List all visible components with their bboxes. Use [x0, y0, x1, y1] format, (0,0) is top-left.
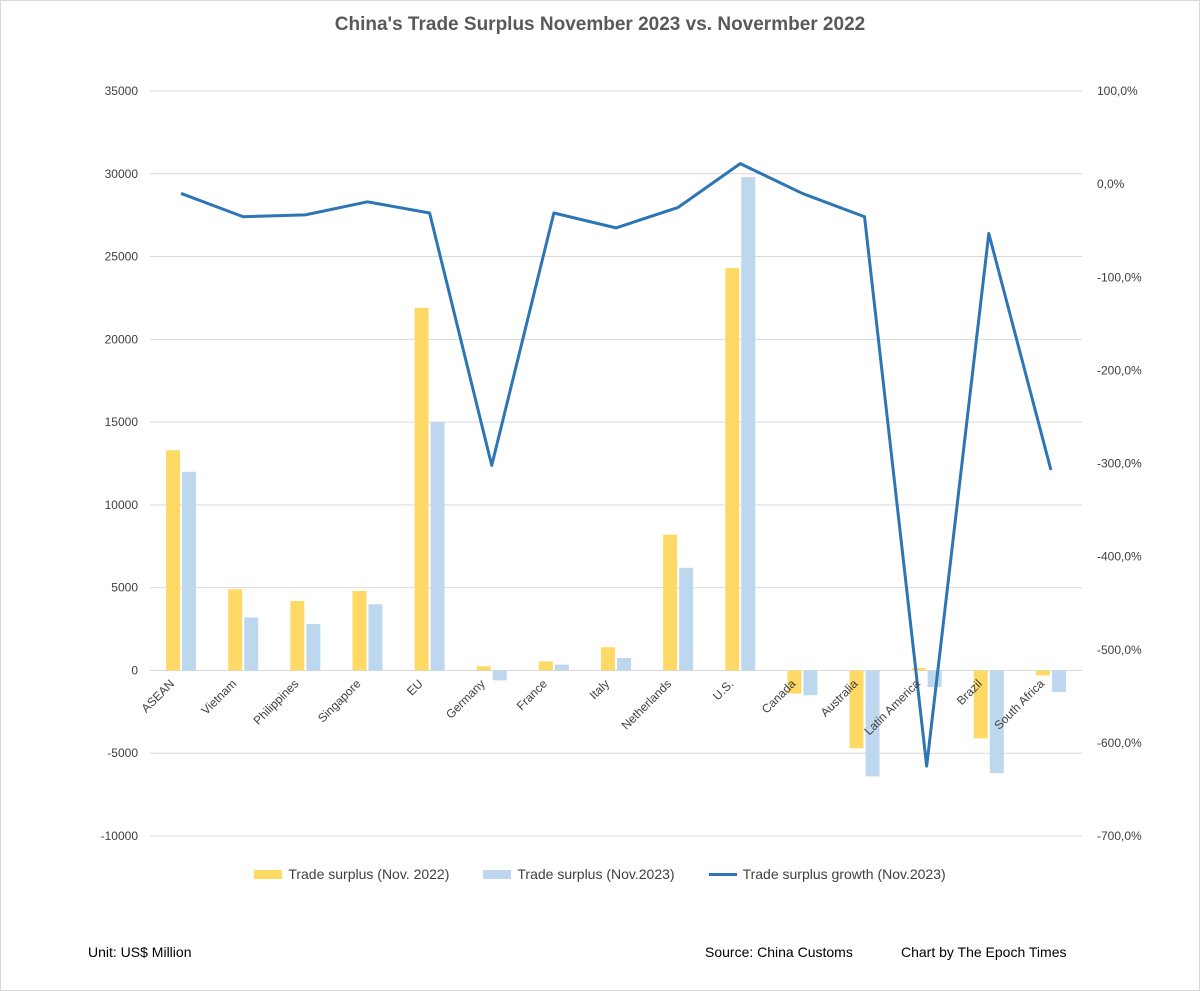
legend: Trade surplus (Nov. 2022) Trade surplus … — [0, 866, 1200, 882]
bar-2023 — [430, 422, 445, 671]
source-note: Source: China Customs — [705, 944, 853, 960]
y-right-tick-label: -200,0% — [1097, 363, 1142, 377]
legend-swatch-2022 — [254, 869, 283, 879]
bar-2022 — [663, 534, 678, 671]
y-left-tick-label: 30000 — [105, 167, 139, 181]
bar-2023 — [679, 567, 694, 671]
legend-item-growth: Trade surplus growth (Nov.2023) — [708, 866, 946, 882]
bar-2023 — [554, 664, 569, 671]
x-tick-label: Netherlands — [619, 677, 675, 733]
bar-2023 — [927, 670, 942, 687]
y-right-tick-label: 100,0% — [1097, 84, 1138, 98]
y-right-tick-label: -100,0% — [1097, 270, 1142, 284]
y-right-tick-label: -500,0% — [1097, 643, 1142, 657]
bar-2023 — [368, 604, 383, 671]
y-right-tick-label: -400,0% — [1097, 550, 1142, 564]
bar-2022 — [973, 670, 988, 739]
bar-2023 — [803, 670, 818, 696]
y-left-tick-label: 20000 — [105, 332, 139, 346]
legend-swatch-2023 — [483, 869, 512, 879]
bar-2023 — [492, 670, 507, 681]
bar-2022 — [787, 670, 802, 694]
credit-note: Chart by The Epoch Times — [901, 944, 1067, 960]
x-tick-label: Singapore — [315, 676, 364, 725]
bar-2023 — [306, 624, 321, 671]
bars — [166, 177, 1066, 777]
bar-2023 — [989, 670, 1004, 774]
y-left-tick-label: 0 — [131, 663, 138, 677]
y-left-tick-label: 35000 — [105, 84, 139, 98]
bar-2022 — [228, 589, 243, 671]
y-right-tick-label: 0,0% — [1097, 177, 1125, 191]
y-left-tick-label: 25000 — [105, 250, 139, 264]
y-right-tick-label: -300,0% — [1097, 457, 1142, 471]
legend-label-2022: Trade surplus (Nov. 2022) — [288, 866, 450, 882]
legend-label-growth: Trade surplus growth (Nov.2023) — [742, 866, 946, 882]
bar-2022 — [725, 268, 740, 671]
growth-line-path — [180, 162, 1053, 768]
x-tick-label: Philippines — [251, 677, 302, 728]
chart-title: China's Trade Surplus November 2023 vs. … — [334, 14, 866, 35]
legend-swatch-growth — [708, 872, 737, 876]
unit-note: Unit: US$ Million — [88, 944, 192, 960]
legend-item-2022: Trade surplus (Nov. 2022) — [254, 866, 449, 882]
legend-item-2023: Trade surplus (Nov.2023) — [483, 866, 675, 882]
bar-2022 — [352, 590, 367, 671]
bar-2022 — [166, 450, 181, 671]
x-tick-label: France — [514, 676, 551, 713]
x-tick-label: Italy — [587, 677, 612, 702]
y-left-tick-label: -10000 — [101, 829, 139, 843]
legend-label-2023: Trade surplus (Nov.2023) — [517, 866, 675, 882]
x-tick-label: Germany — [443, 677, 488, 722]
x-tick-label: Vietnam — [198, 677, 239, 718]
gridlines — [150, 90, 1082, 837]
x-tick-label: ASEAN — [139, 677, 178, 716]
growth-line — [180, 162, 1053, 768]
x-tick-label: Canada — [759, 676, 799, 716]
bar-2023 — [182, 471, 197, 671]
y-left-tick-label: 15000 — [105, 415, 139, 429]
x-tick-label: U.S. — [710, 677, 736, 703]
bar-2023 — [865, 670, 880, 777]
bar-2023 — [617, 658, 631, 671]
y-right-tick-label: -600,0% — [1097, 736, 1142, 750]
bar-2022 — [290, 600, 305, 671]
y-left-tick-label: 5000 — [111, 581, 138, 595]
bar-2022 — [1035, 670, 1050, 676]
bar-2023 — [1051, 670, 1066, 692]
bar-2022 — [849, 670, 864, 749]
bar-2022 — [476, 666, 491, 671]
y-left-tick-label: 10000 — [105, 498, 139, 512]
x-tick-label: EU — [404, 677, 426, 699]
y-left-tick-label: -5000 — [107, 746, 138, 760]
bar-2022 — [911, 667, 926, 671]
bar-2022 — [538, 661, 553, 671]
bar-2022 — [601, 647, 615, 671]
bar-2023 — [244, 617, 259, 671]
y-right-tick-label: -700,0% — [1097, 829, 1142, 843]
bar-2023 — [741, 177, 756, 671]
bar-2022 — [414, 307, 429, 671]
